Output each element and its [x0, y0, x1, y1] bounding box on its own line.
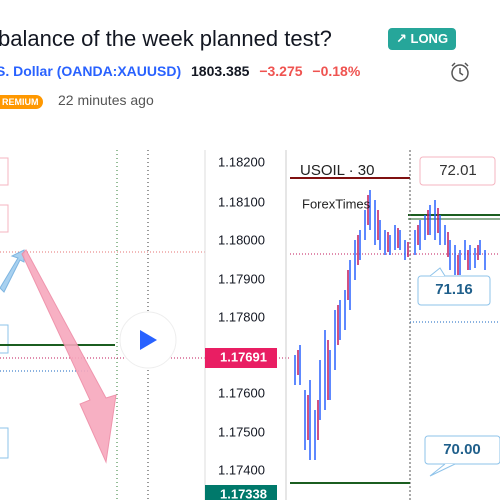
symbol-row: S. Dollar (OANDA:XAUUSD) 1803.385 −3.275…	[0, 63, 360, 79]
change-pct: −0.18%	[312, 63, 361, 79]
inset-label: 71.16	[435, 281, 473, 298]
inset-symbol: USOIL · 30	[300, 162, 374, 179]
price-tick-label: 1.17600	[218, 385, 265, 400]
price-tick-label: 1.17500	[218, 424, 265, 439]
change: −3.275	[259, 63, 303, 79]
long-badge[interactable]: ↗ LONG	[388, 28, 457, 50]
chart-image: USOIL · 30 ForexTimes 72.01 71.16 70.00 …	[0, 150, 500, 500]
price: 1803.385	[191, 63, 250, 79]
price-tick-label: 1.18200	[218, 154, 265, 169]
symbol-name[interactable]: S. Dollar	[0, 63, 53, 79]
inset-label: 70.00	[443, 441, 481, 458]
price-tick-label: 1.17400	[218, 462, 265, 477]
price-tick-label: 1.17900	[218, 271, 265, 286]
alarm-icon[interactable]	[448, 60, 472, 84]
premium-badge: REMIUM	[0, 95, 43, 109]
idea-title: balance of the week planned test?	[0, 26, 332, 51]
inset-source: ForexTimes	[302, 196, 371, 211]
inset-label: 72.01	[439, 162, 477, 179]
current-price: 1.17691	[220, 349, 267, 364]
time-ago: 22 minutes ago	[58, 92, 154, 108]
price-tick-label: 1.17800	[218, 309, 265, 324]
price-tick-label: 1.18000	[218, 232, 265, 247]
last-price: 1.17338	[220, 486, 267, 500]
price-tick-label: 1.18100	[218, 194, 265, 209]
symbol-code[interactable]: (OANDA:XAUUSD)	[56, 63, 182, 79]
